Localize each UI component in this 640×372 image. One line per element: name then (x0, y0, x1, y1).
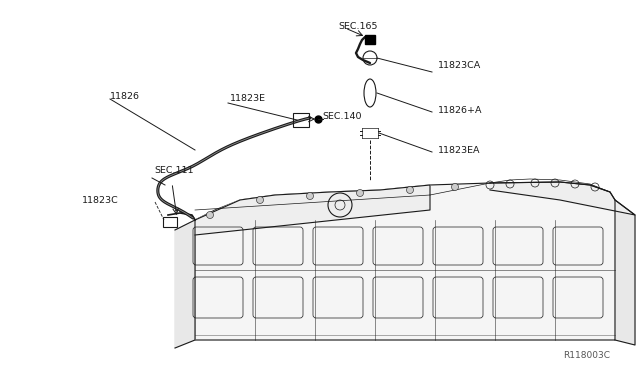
Text: SEC.140: SEC.140 (322, 112, 362, 121)
Circle shape (257, 196, 264, 203)
Text: R118003C: R118003C (563, 351, 610, 360)
Polygon shape (615, 200, 635, 345)
Polygon shape (195, 185, 430, 235)
Polygon shape (195, 182, 615, 340)
Text: 11823C: 11823C (82, 196, 119, 205)
Circle shape (356, 189, 364, 196)
Text: SEC.165: SEC.165 (338, 22, 378, 31)
Polygon shape (490, 182, 635, 215)
Circle shape (406, 186, 413, 193)
Text: 11826+A: 11826+A (438, 106, 483, 115)
Polygon shape (365, 35, 375, 44)
Text: 11823EA: 11823EA (438, 145, 481, 154)
Text: 11826: 11826 (110, 92, 140, 100)
Circle shape (207, 212, 214, 218)
Text: SEC.111: SEC.111 (154, 166, 193, 174)
Circle shape (451, 183, 458, 190)
Text: 11823CA: 11823CA (438, 61, 481, 70)
Circle shape (307, 192, 314, 199)
Text: 11823E: 11823E (230, 93, 266, 103)
Polygon shape (175, 220, 195, 348)
